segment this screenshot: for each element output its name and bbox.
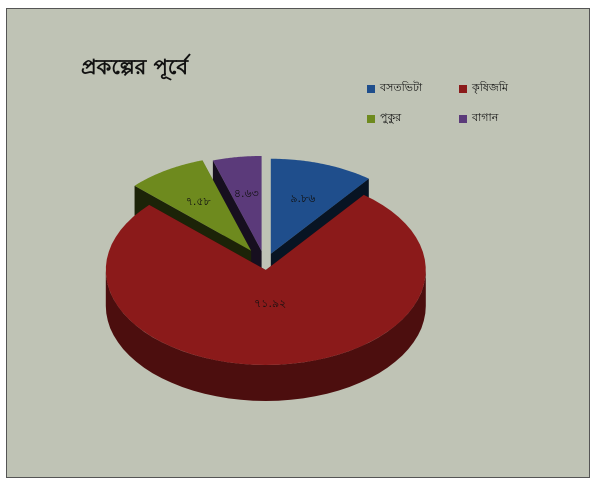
data-label-2: ৭.৫৮	[186, 195, 211, 208]
legend-label-3: বাগান	[472, 111, 499, 124]
legend-item-2: পুকুর	[367, 109, 401, 128]
legend-label-2: পুকুর	[380, 111, 402, 124]
legend-item-0: বসতভিটা	[367, 79, 422, 98]
chart-title: প্রকল্পের পূর্বে	[81, 55, 189, 79]
legend-item-1: কৃষিজমি	[459, 79, 508, 98]
legend-label-0: বসতভিটা	[380, 81, 423, 94]
slice-1	[105, 194, 426, 365]
slice-side-1	[105, 270, 426, 401]
legend-item-3: বাগান	[459, 109, 498, 128]
slice-0	[270, 158, 369, 254]
slice-2	[134, 160, 252, 251]
pie-chart: ৯.৮৬ ৭১.৯২ ৭.৫৮ ৪.৬৩	[105, 156, 426, 401]
legend-swatch-2	[367, 114, 375, 123]
slice-3	[212, 156, 262, 251]
data-label-3: ৪.৬৩	[234, 187, 259, 200]
data-label-0: ৯.৮৬	[290, 192, 315, 205]
legend-swatch-0	[367, 84, 375, 93]
legend-swatch-1	[459, 84, 467, 93]
data-label-1: ৭১.৯২	[254, 297, 286, 310]
legend-label-1: কৃষিজমি	[472, 81, 509, 94]
chart-area: প্রকল্পের পূর্বে বসতভিটা কৃষিজমি পুকুর ব…	[6, 8, 590, 478]
legend-swatch-3	[459, 114, 467, 123]
